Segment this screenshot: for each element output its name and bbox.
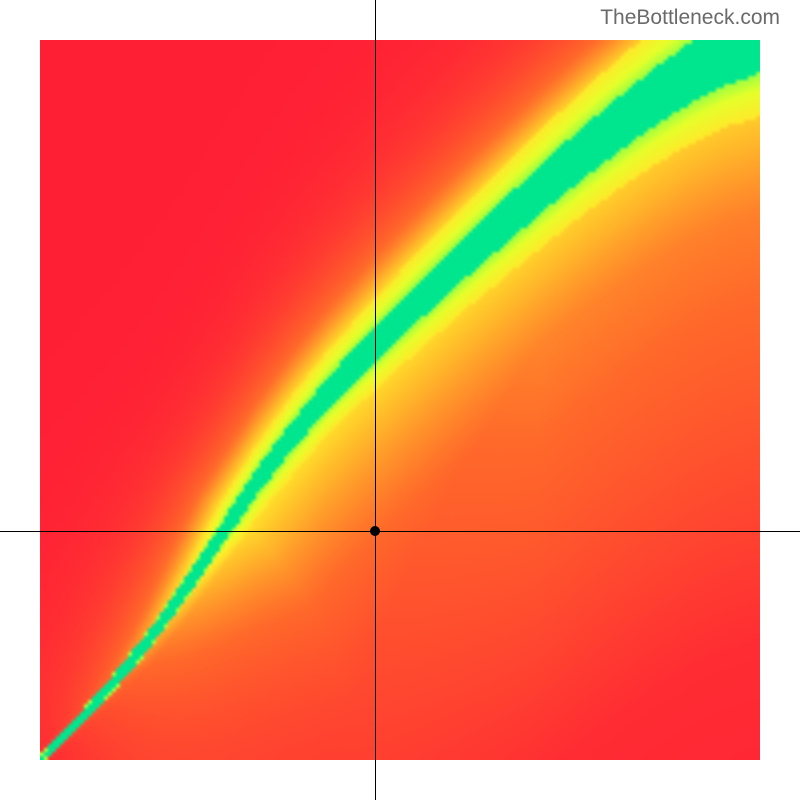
chart-container: TheBottleneck.com — [0, 0, 800, 800]
heatmap-chart — [40, 40, 760, 760]
heatmap-canvas — [40, 40, 760, 760]
watermark-text: TheBottleneck.com — [600, 6, 780, 30]
